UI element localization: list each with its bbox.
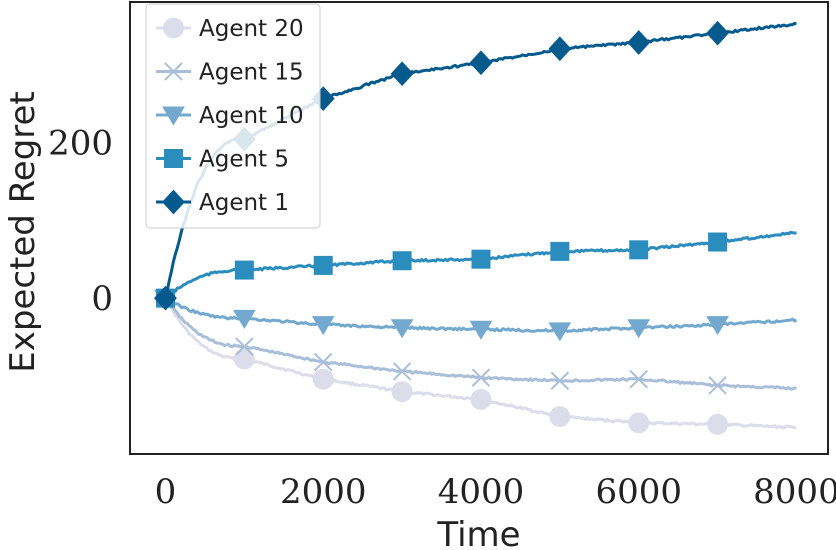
- data-point: [471, 249, 491, 269]
- series-line: [164, 297, 797, 391]
- x-tick-label: 2000: [280, 472, 367, 512]
- data-point: [234, 260, 254, 280]
- data-point: [154, 285, 177, 311]
- series-agent-15: [156, 288, 797, 395]
- x-tick-label: 8000: [753, 472, 836, 512]
- axes: 0 2000 4000 6000 8000 0 200: [48, 1, 836, 512]
- legend-item: Agent 20: [156, 16, 304, 42]
- legend-marker: [164, 62, 183, 81]
- data-point: [311, 316, 335, 336]
- legend-label: Agent 5: [199, 147, 289, 173]
- data-point: [390, 319, 414, 339]
- data-point: [549, 406, 571, 428]
- legend-marker: [164, 149, 183, 168]
- data-point: [628, 412, 650, 434]
- legend-box: [145, 3, 321, 229]
- data-point: [470, 388, 492, 410]
- data-point: [312, 368, 334, 390]
- legend-item: Agent 5: [156, 147, 289, 173]
- data-point: [706, 316, 729, 336]
- y-tick-label: 0: [91, 279, 113, 319]
- data-point: [629, 240, 649, 260]
- y-axis-label: Expected Regret: [3, 91, 43, 373]
- x-tick-label: 6000: [595, 472, 682, 512]
- data-point: [548, 322, 572, 342]
- legend-item: Agent 15: [156, 60, 304, 86]
- legend-marker: [162, 189, 185, 215]
- plot-area: [154, 20, 798, 435]
- series-agent-20: [155, 287, 797, 435]
- data-point: [235, 337, 254, 356]
- data-point: [233, 348, 255, 370]
- data-point: [471, 368, 491, 387]
- data-point: [627, 319, 651, 339]
- data-point: [706, 20, 729, 46]
- x-tick-label: 0: [155, 472, 177, 512]
- legend-marker: [163, 17, 184, 39]
- plot-frame: [129, 1, 829, 455]
- data-point: [313, 255, 333, 275]
- data-point: [391, 381, 413, 403]
- data-point: [390, 61, 414, 87]
- data-point: [548, 36, 572, 62]
- x-axis-label: Time: [436, 515, 520, 550]
- data-point: [629, 369, 648, 389]
- legend-label: Agent 1: [199, 190, 289, 216]
- legend-item: Agent 10: [156, 103, 304, 129]
- legend-item: Agent 1: [156, 189, 289, 216]
- legend-label: Agent 15: [199, 60, 304, 86]
- series-agent-5: [155, 230, 797, 308]
- data-point: [392, 251, 412, 271]
- data-point: [550, 241, 570, 261]
- data-point: [627, 30, 651, 55]
- y-tick-label: 200: [48, 123, 113, 163]
- legend-label: Agent 10: [199, 103, 304, 129]
- data-point: [708, 376, 727, 395]
- legend-label: Agent 20: [199, 16, 304, 42]
- data-point: [469, 320, 493, 340]
- legend-marker: [162, 106, 185, 126]
- legend: Agent 20 Agent 15 Agent 10 Agent 5 Agent 1: [145, 3, 321, 229]
- x-tick-label: 4000: [438, 472, 525, 512]
- data-point: [232, 309, 256, 329]
- data-point: [313, 352, 333, 372]
- data-point: [392, 362, 412, 381]
- data-point: [707, 413, 729, 435]
- data-point: [708, 232, 728, 252]
- data-point: [550, 371, 570, 391]
- data-point: [469, 50, 493, 76]
- series-agent-10: [154, 289, 798, 342]
